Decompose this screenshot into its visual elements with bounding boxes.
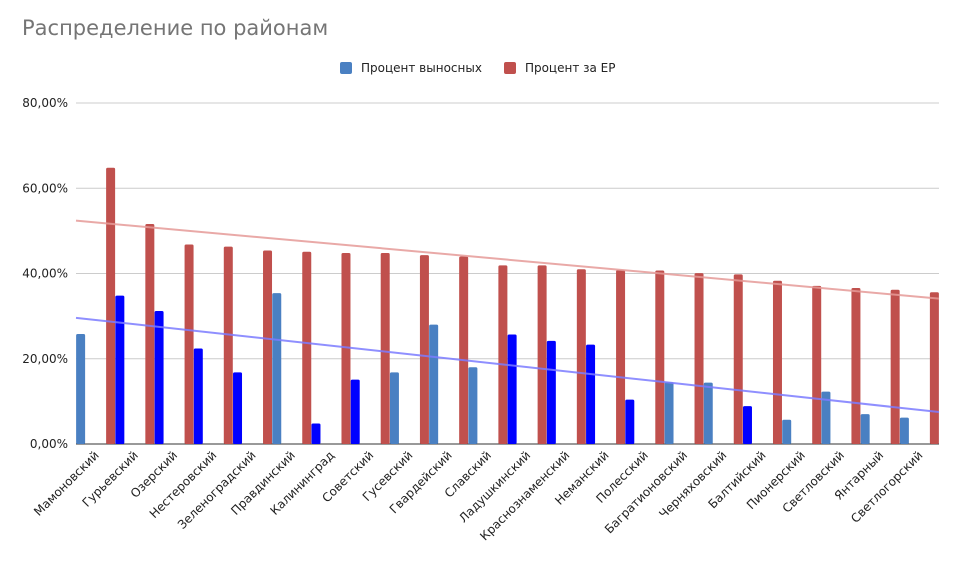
bar-remote[interactable] — [546, 340, 556, 444]
legend-label-er: Процент за ЕР — [524, 61, 616, 75]
bar-remote[interactable] — [703, 382, 713, 444]
y-tick-label: 0,00% — [30, 437, 68, 451]
legend-swatch-er — [503, 62, 516, 74]
bar-remote[interactable] — [233, 372, 243, 444]
chart-title: Распределение по районам — [22, 16, 329, 40]
bar-remote[interactable] — [193, 348, 203, 444]
bar-remote[interactable] — [389, 372, 399, 444]
x-tick-label: Нестеровский — [147, 448, 220, 521]
bar-remote[interactable] — [625, 399, 635, 444]
bar-remote[interactable] — [782, 419, 792, 444]
bar-er[interactable] — [380, 253, 390, 444]
bar-er[interactable] — [419, 255, 429, 444]
trendline-remote — [75, 316, 940, 414]
bar-er[interactable] — [106, 167, 116, 445]
bar-er[interactable] — [537, 265, 547, 444]
bar-er[interactable] — [498, 265, 508, 444]
bar-remote[interactable] — [350, 379, 360, 444]
bar-remote[interactable] — [311, 423, 321, 444]
bar-er[interactable] — [929, 292, 939, 444]
bar-er[interactable] — [772, 280, 782, 444]
bar-remote[interactable] — [899, 417, 909, 444]
x-tick-label: Светлогорский — [848, 448, 925, 525]
bar-remote[interactable] — [586, 344, 596, 444]
bar-er[interactable] — [145, 224, 155, 444]
bar-er[interactable] — [655, 270, 665, 444]
bar-remote[interactable] — [429, 324, 439, 444]
bar-remote[interactable] — [821, 391, 831, 444]
bar-er[interactable] — [341, 253, 351, 444]
bar-er[interactable] — [184, 244, 194, 444]
legend-swatch-remote — [340, 62, 352, 74]
x-tick-label: Мамоновский — [31, 448, 102, 519]
bar-remote[interactable] — [742, 406, 752, 444]
bar-er[interactable] — [890, 289, 900, 444]
legend: Процент выносных Процент за ЕР — [340, 61, 638, 75]
y-tick-label: 80,00% — [22, 96, 68, 110]
bar-er[interactable] — [694, 273, 704, 444]
bar-er[interactable] — [576, 269, 586, 444]
bar-er[interactable] — [302, 251, 312, 444]
bar-remote[interactable] — [76, 334, 86, 444]
bar-remote[interactable] — [664, 382, 674, 444]
bar-er[interactable] — [851, 287, 861, 444]
trendline-er — [75, 219, 940, 300]
bar-remote[interactable] — [154, 311, 164, 444]
bar-remote[interactable] — [507, 334, 517, 444]
bar-remote[interactable] — [272, 293, 282, 444]
legend-item-remote[interactable]: Процент выносных — [340, 61, 482, 75]
y-tick-label: 40,00% — [22, 267, 68, 281]
y-tick-label: 20,00% — [22, 352, 68, 366]
bar-er[interactable] — [733, 274, 743, 444]
bar-er[interactable] — [459, 256, 469, 444]
x-tick-label: Ладушкинский — [456, 448, 533, 525]
x-tick-label: Черняховский — [656, 448, 729, 521]
bar-er[interactable] — [223, 246, 233, 444]
legend-item-er[interactable]: Процент за ЕР — [503, 61, 616, 75]
bar-er[interactable] — [616, 270, 626, 444]
bar-er[interactable] — [263, 250, 273, 444]
y-tick-label: 60,00% — [22, 181, 68, 195]
bar-remote[interactable] — [860, 414, 870, 444]
legend-label-remote: Процент выносных — [361, 61, 482, 75]
bar-remote[interactable] — [115, 295, 125, 444]
bar-remote[interactable] — [468, 367, 478, 444]
bar-er[interactable] — [812, 285, 822, 444]
